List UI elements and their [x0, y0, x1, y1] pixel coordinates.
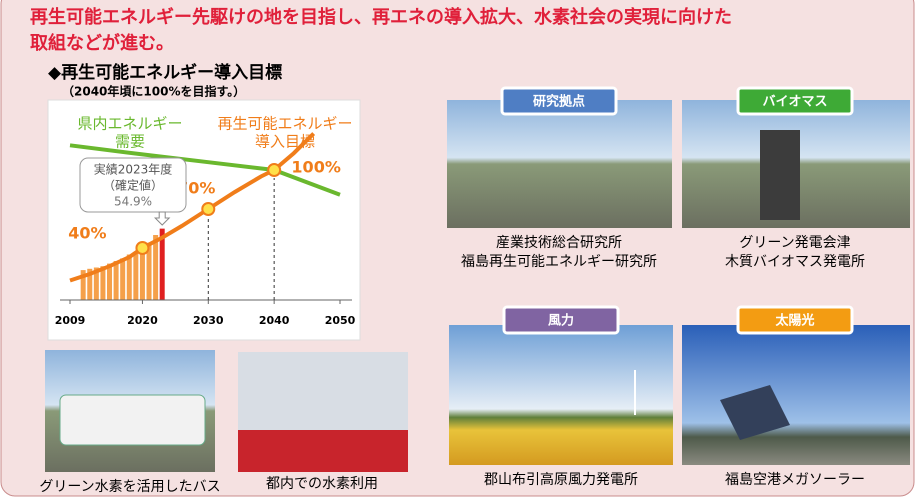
photo-caption: 木質バイオマス発電所 [725, 254, 865, 270]
series-label: 需要 [115, 133, 145, 151]
badge-label: 太陽光 [774, 313, 814, 329]
callout-line: （確定値） [103, 178, 163, 193]
x-tick-label: 2050 [325, 314, 356, 327]
photo-research [447, 100, 672, 228]
photo-wind [449, 325, 673, 465]
target-point [136, 242, 148, 254]
x-tick-label: 2030 [193, 314, 224, 327]
x-tick-label: 2040 [259, 314, 290, 327]
photo-caption: 郡山布引高原風力発電所 [484, 471, 638, 488]
x-tick-label: 2020 [127, 314, 158, 327]
series-label: 県内エネルギー [77, 115, 182, 133]
target-label: 100% [291, 158, 340, 177]
bar [114, 261, 119, 300]
target-point [268, 164, 280, 176]
series-label: 導入目標 [255, 133, 315, 151]
header-line: 再生可能エネルギー先駆けの地を目指し、再エネの導入拡大、水素社会の実現に向けた [30, 6, 732, 28]
header-line: 取組などが進む。 [30, 32, 174, 54]
x-tick-label: 2009 [55, 314, 86, 327]
badge-label: 風力 [548, 313, 574, 329]
plant-shape [760, 130, 800, 220]
target-point [202, 203, 214, 215]
badge-label: バイオマス [762, 95, 827, 110]
stage-shape [238, 430, 408, 472]
page: 再生可能エネルギー先駆けの地を目指し、再エネの導入拡大、水素社会の実現に向けた … [0, 0, 916, 503]
badge-label: 研究拠点 [533, 94, 585, 110]
bar [133, 252, 138, 300]
bar [107, 264, 112, 300]
series-label: 再生可能エネルギー [217, 115, 352, 133]
target-label: 40% [68, 224, 106, 243]
photo-caption: 産業技術総合研究所 [496, 235, 622, 251]
photo-caption: 福島空港メガソーラー [725, 472, 865, 488]
bar [120, 258, 125, 300]
section-subtitle: （2040年頃に100%を目指す。） [62, 84, 245, 99]
photo-caption: グリーン水素を活用したバス [39, 479, 220, 495]
callout-line: 実績2023年度 [94, 162, 173, 177]
photo-caption: グリーン発電会津 [739, 235, 850, 251]
photo-caption: 福島再生可能エネルギー研究所 [461, 254, 657, 270]
photo-caption: 都内での水素利用 [266, 476, 378, 492]
bus-shape [60, 395, 205, 445]
photo-solar [682, 325, 910, 465]
infographic: 再生可能エネルギー先駆けの地を目指し、再エネの導入拡大、水素社会の実現に向けた … [0, 0, 916, 499]
bar [140, 248, 145, 300]
bar [153, 235, 158, 300]
callout-value: 54.9% [114, 195, 152, 209]
bar [127, 255, 132, 301]
section-title: ◆再生可能エネルギー導入目標 [48, 62, 282, 83]
